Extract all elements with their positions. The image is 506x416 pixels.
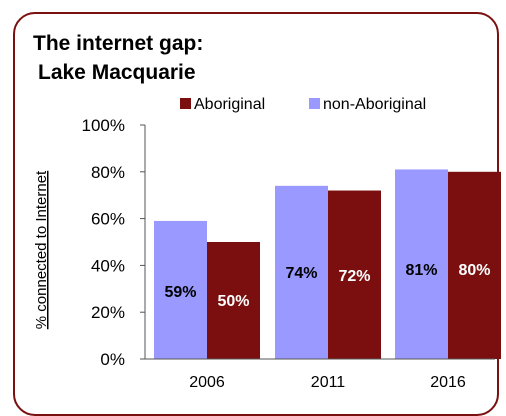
- y-tick-label: 80%: [91, 163, 125, 182]
- y-tick-label: 60%: [91, 210, 125, 229]
- data-label: 72%: [338, 268, 370, 285]
- x-tick-label: 2011: [311, 374, 346, 391]
- x-tick-label: 2016: [430, 374, 466, 391]
- data-label: 50%: [217, 293, 249, 310]
- plot-area: 0% 20% 40% 60% 80% 100% 2006 2011 2016 59% 50% 74% 7…: [82, 116, 501, 391]
- legend-swatch: [309, 98, 320, 109]
- data-label: 74%: [285, 265, 317, 282]
- bar-aboriginal-2011: [328, 190, 381, 359]
- bar-non-aboriginal-2006: [154, 220, 207, 359]
- bar-aboriginal-2016: [448, 171, 501, 359]
- y-tick-label: 20%: [91, 303, 125, 322]
- chart-title: The internet gap:: [33, 32, 203, 55]
- bar-non-aboriginal-2016: [395, 169, 448, 359]
- data-label: 80%: [458, 262, 490, 279]
- y-tick-label: 40%: [91, 256, 125, 275]
- legend: Aboriginal non-Aboriginal: [180, 96, 426, 113]
- y-tick-label: 0%: [100, 350, 125, 369]
- data-label: 81%: [405, 262, 437, 279]
- legend-label: Aboriginal: [194, 96, 265, 113]
- legend-label: non-Aboriginal: [323, 96, 426, 113]
- data-label: 59%: [164, 284, 196, 301]
- chart-subtitle: Lake Macquarie: [38, 61, 196, 84]
- y-axis-label: % connected to Internet: [33, 170, 50, 329]
- x-tick-label: 2006: [189, 374, 225, 391]
- bar-aboriginal-2006: [207, 242, 260, 359]
- y-tick-label: 100%: [82, 116, 125, 135]
- chart-svg: The internet gap: Lake Macquarie Aborigi…: [33, 32, 501, 391]
- bar-non-aboriginal-2011: [275, 185, 328, 359]
- legend-swatch: [180, 98, 191, 109]
